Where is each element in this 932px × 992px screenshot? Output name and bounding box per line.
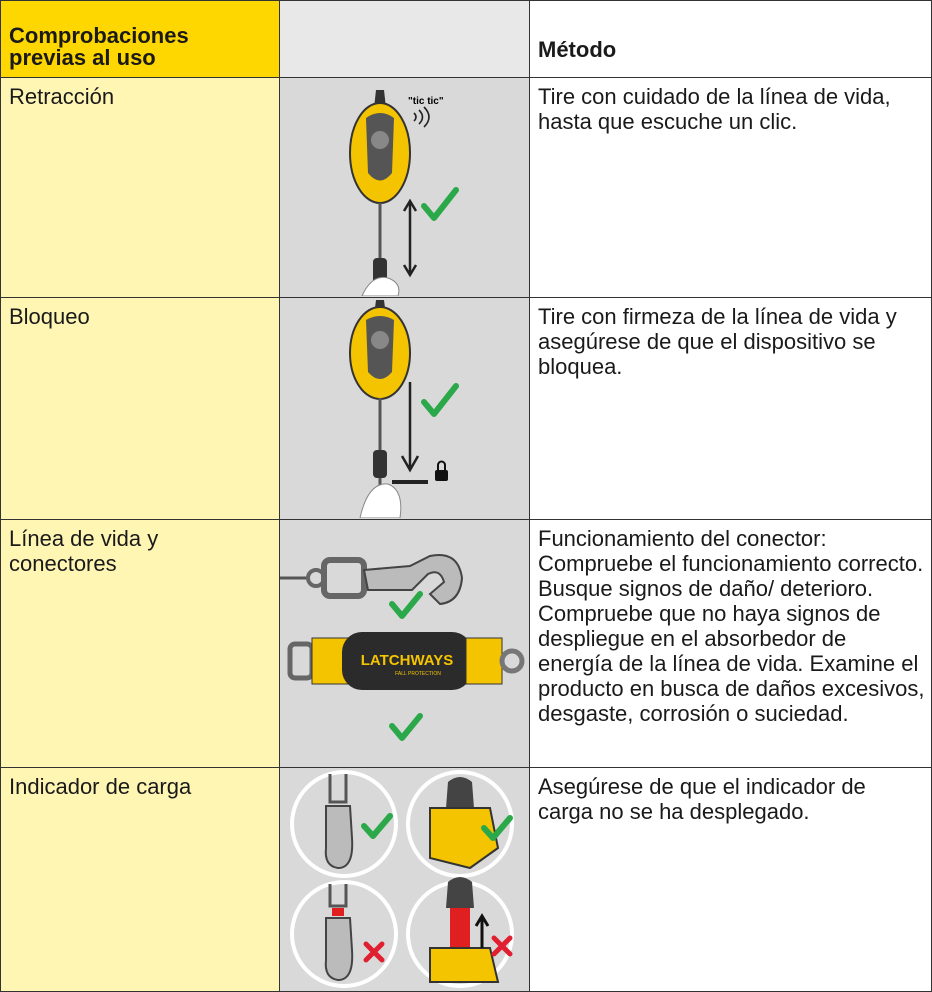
illustration-shape bbox=[363, 941, 385, 963]
illustration-shape bbox=[342, 632, 472, 690]
illustration-shape bbox=[328, 774, 348, 804]
illustration-shape bbox=[359, 483, 402, 518]
illustration-shape bbox=[287, 641, 315, 681]
illustration-shape bbox=[421, 187, 459, 221]
illustration-shape bbox=[373, 450, 387, 478]
illustration-shape bbox=[446, 877, 474, 908]
illustration-shape bbox=[450, 908, 470, 948]
illustration-shape bbox=[481, 815, 513, 841]
connector-illustration: LATCHWAYS FALL PROTECTION bbox=[280, 554, 525, 741]
illustration-shape bbox=[413, 106, 430, 128]
image-cell: "tic tic" bbox=[280, 78, 530, 298]
illustration-shape bbox=[389, 591, 423, 619]
method-cell: Tire con cuidado de la línea de vida, ha… bbox=[530, 78, 932, 298]
check-cell: Indicador de carga bbox=[0, 768, 280, 992]
header-cell bbox=[280, 0, 530, 78]
illustration-shape bbox=[429, 807, 500, 870]
illustration-shape bbox=[499, 648, 525, 674]
illustration-shape bbox=[371, 131, 389, 149]
method-cell: Tire con firmeza de la línea de vida y a… bbox=[530, 298, 932, 520]
illustration-shape bbox=[332, 908, 344, 916]
illustration-shape bbox=[421, 383, 459, 417]
illustration-shape bbox=[474, 913, 490, 948]
header-cell: Método bbox=[530, 0, 932, 78]
illustration-shape bbox=[361, 813, 393, 839]
illustration-shape bbox=[465, 637, 503, 685]
image-cell: LATCHWAYS FALL PROTECTION bbox=[280, 520, 530, 768]
illustration-shape bbox=[389, 713, 423, 741]
illustration-shape bbox=[324, 917, 354, 982]
method-cell: Asegúrese de que el indicador de carga n… bbox=[530, 768, 932, 992]
check-cell: Bloqueo bbox=[0, 298, 280, 520]
illustration-shape bbox=[402, 198, 418, 278]
illustration-shape bbox=[362, 554, 464, 606]
illustration-shape bbox=[371, 331, 389, 349]
image-cell bbox=[280, 298, 530, 520]
sound-label: "tic tic" bbox=[408, 96, 444, 107]
illustration-shape bbox=[429, 947, 500, 983]
retraction-illustration: "tic tic" bbox=[349, 90, 459, 296]
check-cell: Retracción bbox=[0, 78, 280, 298]
load-indicator-illustration bbox=[290, 770, 514, 988]
illustration-shape bbox=[361, 276, 400, 296]
illustration-shape bbox=[400, 382, 420, 473]
illustration-shape bbox=[437, 460, 446, 470]
method-cell: Funcionamiento del conector: Compruebe e… bbox=[530, 520, 932, 768]
illustration-shape bbox=[328, 884, 348, 908]
illustration-shape bbox=[491, 935, 513, 957]
illustration-shape bbox=[446, 777, 474, 808]
locking-illustration bbox=[349, 300, 459, 518]
brand-label: LATCHWAYS bbox=[361, 652, 454, 669]
illustration-shape bbox=[321, 557, 367, 599]
image-cell bbox=[280, 768, 530, 992]
check-cell: Línea de vida y conectores bbox=[0, 520, 280, 768]
illustration-shape bbox=[324, 805, 354, 870]
header-cell: Comprobaciones previas al uso bbox=[0, 0, 280, 78]
illustration-shape bbox=[435, 470, 448, 481]
brand-sublabel: FALL PROTECTION bbox=[395, 671, 441, 677]
